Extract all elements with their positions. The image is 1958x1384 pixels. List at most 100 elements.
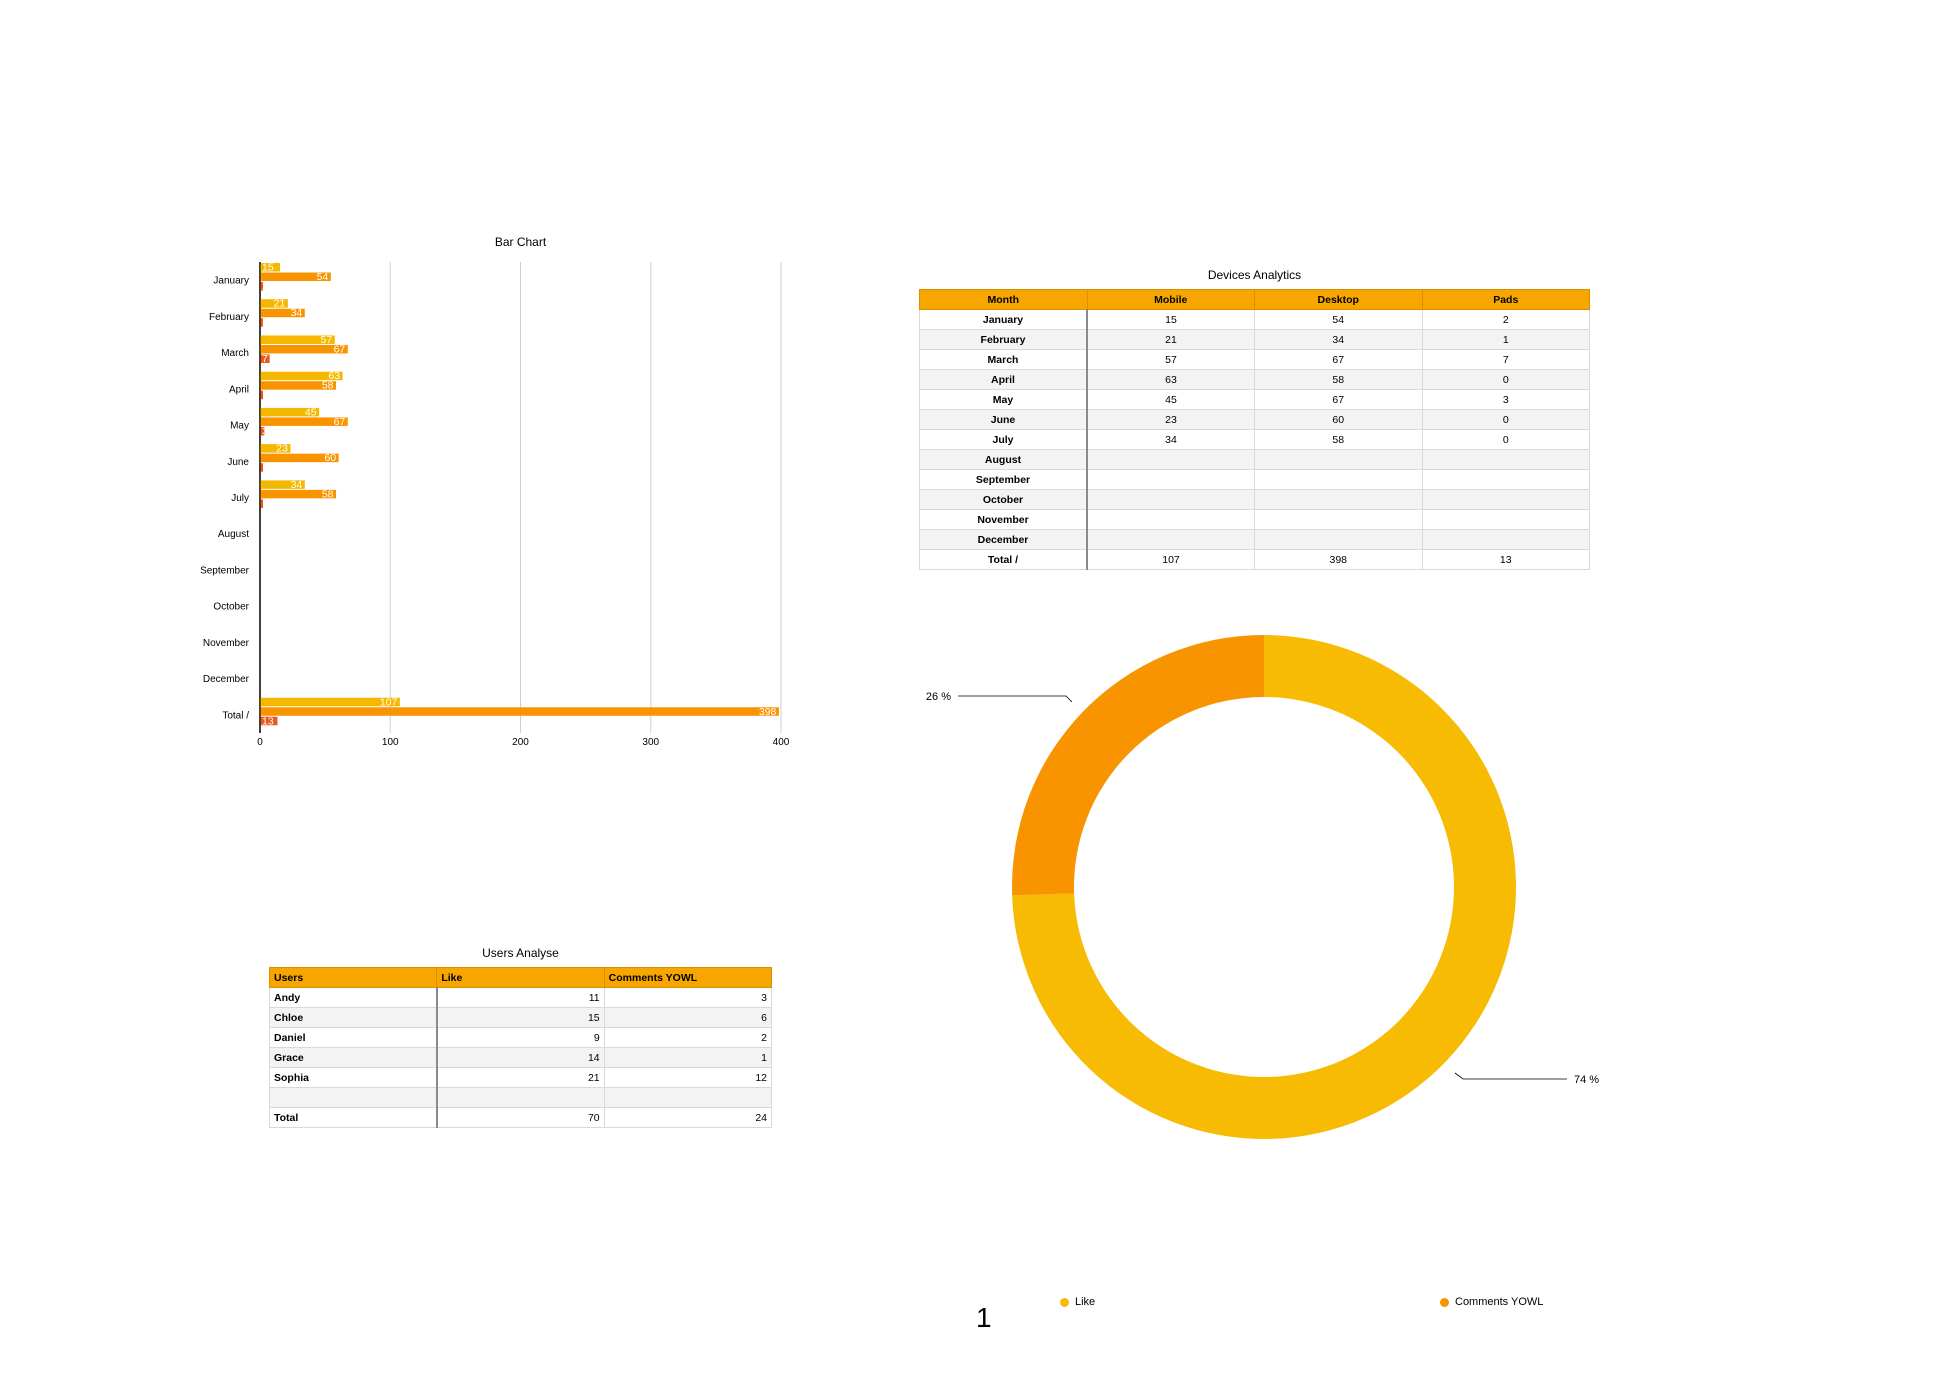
bar	[260, 354, 270, 363]
data-label: 2	[262, 281, 268, 293]
data-label: 23	[276, 443, 288, 455]
table-cell: 14	[436, 1047, 605, 1068]
data-label: 58	[322, 380, 334, 392]
bar	[260, 480, 305, 489]
table-cell: 0	[1421, 369, 1590, 390]
table-cell: February	[919, 329, 1088, 350]
data-label: 107	[380, 696, 398, 708]
table-row: Andy 11 3	[268, 987, 773, 1008]
bar	[260, 407, 320, 417]
data-label: 34	[291, 479, 303, 491]
x-tick-label: 0	[257, 737, 263, 748]
table-row: July 34 58 0	[919, 429, 1590, 450]
x-tick-label: 100	[382, 737, 399, 748]
table-cell: November	[919, 509, 1088, 530]
y-tick-label: January	[213, 276, 249, 287]
table-cell	[603, 1087, 773, 1108]
data-label: 45	[305, 406, 317, 418]
table-cell	[1086, 509, 1255, 530]
y-tick-label: February	[209, 312, 249, 323]
table-cell: August	[919, 449, 1088, 470]
table-cell: 15	[436, 1007, 605, 1028]
users-analyse-table: Users Like Comments YOWL Andy 11 3 Chloe 15 6 Da…	[268, 967, 773, 1128]
table-cell: December	[919, 529, 1088, 550]
table-cell: 67	[1254, 349, 1423, 370]
y-tick-label: August	[218, 529, 249, 540]
data-label: 13	[262, 715, 274, 727]
table-cell: 13	[1421, 549, 1590, 570]
table-row: January 15 54 2	[919, 309, 1590, 330]
table-cell: 34	[1254, 329, 1423, 350]
devices-header-cell: Pads	[1421, 289, 1590, 310]
table-row: August	[919, 449, 1590, 470]
bar	[260, 318, 263, 327]
table-cell	[1421, 489, 1590, 510]
table-row: Total /107 398 13	[919, 549, 1590, 570]
devices-header-cell: Month	[919, 289, 1088, 310]
table-cell	[1254, 449, 1423, 470]
bar-chart-title: Bar Chart	[495, 235, 547, 249]
table-row	[268, 1087, 773, 1108]
table-cell: 2	[603, 1027, 773, 1048]
legend-label-comments: Comments YOWL	[1455, 1296, 1544, 1308]
bar	[260, 417, 348, 426]
users-header-cell: Users	[268, 967, 438, 988]
bar	[260, 707, 779, 716]
table-cell: July	[919, 429, 1088, 450]
bar	[260, 463, 263, 472]
bar	[260, 299, 288, 308]
data-label: 7	[262, 353, 268, 365]
table-cell: Daniel	[268, 1027, 438, 1048]
bar	[260, 308, 305, 318]
y-tick-label: May	[230, 421, 249, 432]
table-cell: 398	[1254, 549, 1423, 570]
table-row: September	[919, 469, 1590, 490]
table-cell	[1421, 509, 1590, 530]
legend-label-like: Like	[1075, 1296, 1096, 1308]
data-label: 60	[324, 452, 336, 464]
users-analyse-title: Users Analyse	[482, 946, 559, 960]
table-cell	[436, 1087, 605, 1108]
bar	[260, 444, 291, 453]
table-cell: September	[919, 469, 1088, 490]
bar	[260, 335, 335, 344]
data-label: 15	[262, 262, 274, 274]
bar	[260, 697, 400, 707]
table-cell	[1421, 469, 1590, 490]
table-cell: 2	[1421, 309, 1590, 330]
table-cell: 0	[1421, 409, 1590, 430]
table-row: Total 70 24	[268, 1107, 773, 1128]
table-cell: Sophia	[268, 1067, 438, 1088]
data-label: 67	[334, 416, 346, 428]
page-number: 1	[976, 1302, 992, 1333]
y-tick-label: December	[203, 674, 250, 685]
table-cell: 0	[1421, 429, 1590, 450]
y-tick-label: November	[203, 638, 250, 649]
table-cell	[1421, 449, 1590, 470]
table-row: November	[919, 509, 1590, 530]
table-cell: 63	[1086, 369, 1255, 390]
leader-line	[1454, 1072, 1567, 1080]
devices-header-cell: Desktop	[1254, 289, 1423, 310]
data-label: 58	[322, 488, 334, 500]
table-row: April 63 58 0	[919, 369, 1590, 390]
table-cell: 58	[1254, 369, 1423, 390]
table-row: Chloe 15 6	[268, 1007, 773, 1028]
table-cell: 7	[1421, 349, 1590, 370]
percent-label: 74 %	[1574, 1074, 1599, 1086]
table-cell: 107	[1086, 549, 1255, 570]
y-tick-label: April	[229, 384, 249, 395]
table-cell: 15	[1086, 309, 1255, 330]
table-row: Sophia 21 12	[268, 1067, 773, 1088]
percent-label: 26 %	[926, 691, 951, 703]
table-cell: Total	[268, 1107, 438, 1128]
table-cell	[1254, 529, 1423, 550]
table-cell: 70	[436, 1107, 605, 1128]
table-cell: June	[919, 409, 1088, 430]
x-tick-label: 400	[773, 737, 790, 748]
table-cell: Total /	[919, 549, 1088, 570]
data-label: 21	[274, 298, 286, 310]
bar	[260, 371, 343, 381]
table-cell: 1	[1421, 329, 1590, 350]
